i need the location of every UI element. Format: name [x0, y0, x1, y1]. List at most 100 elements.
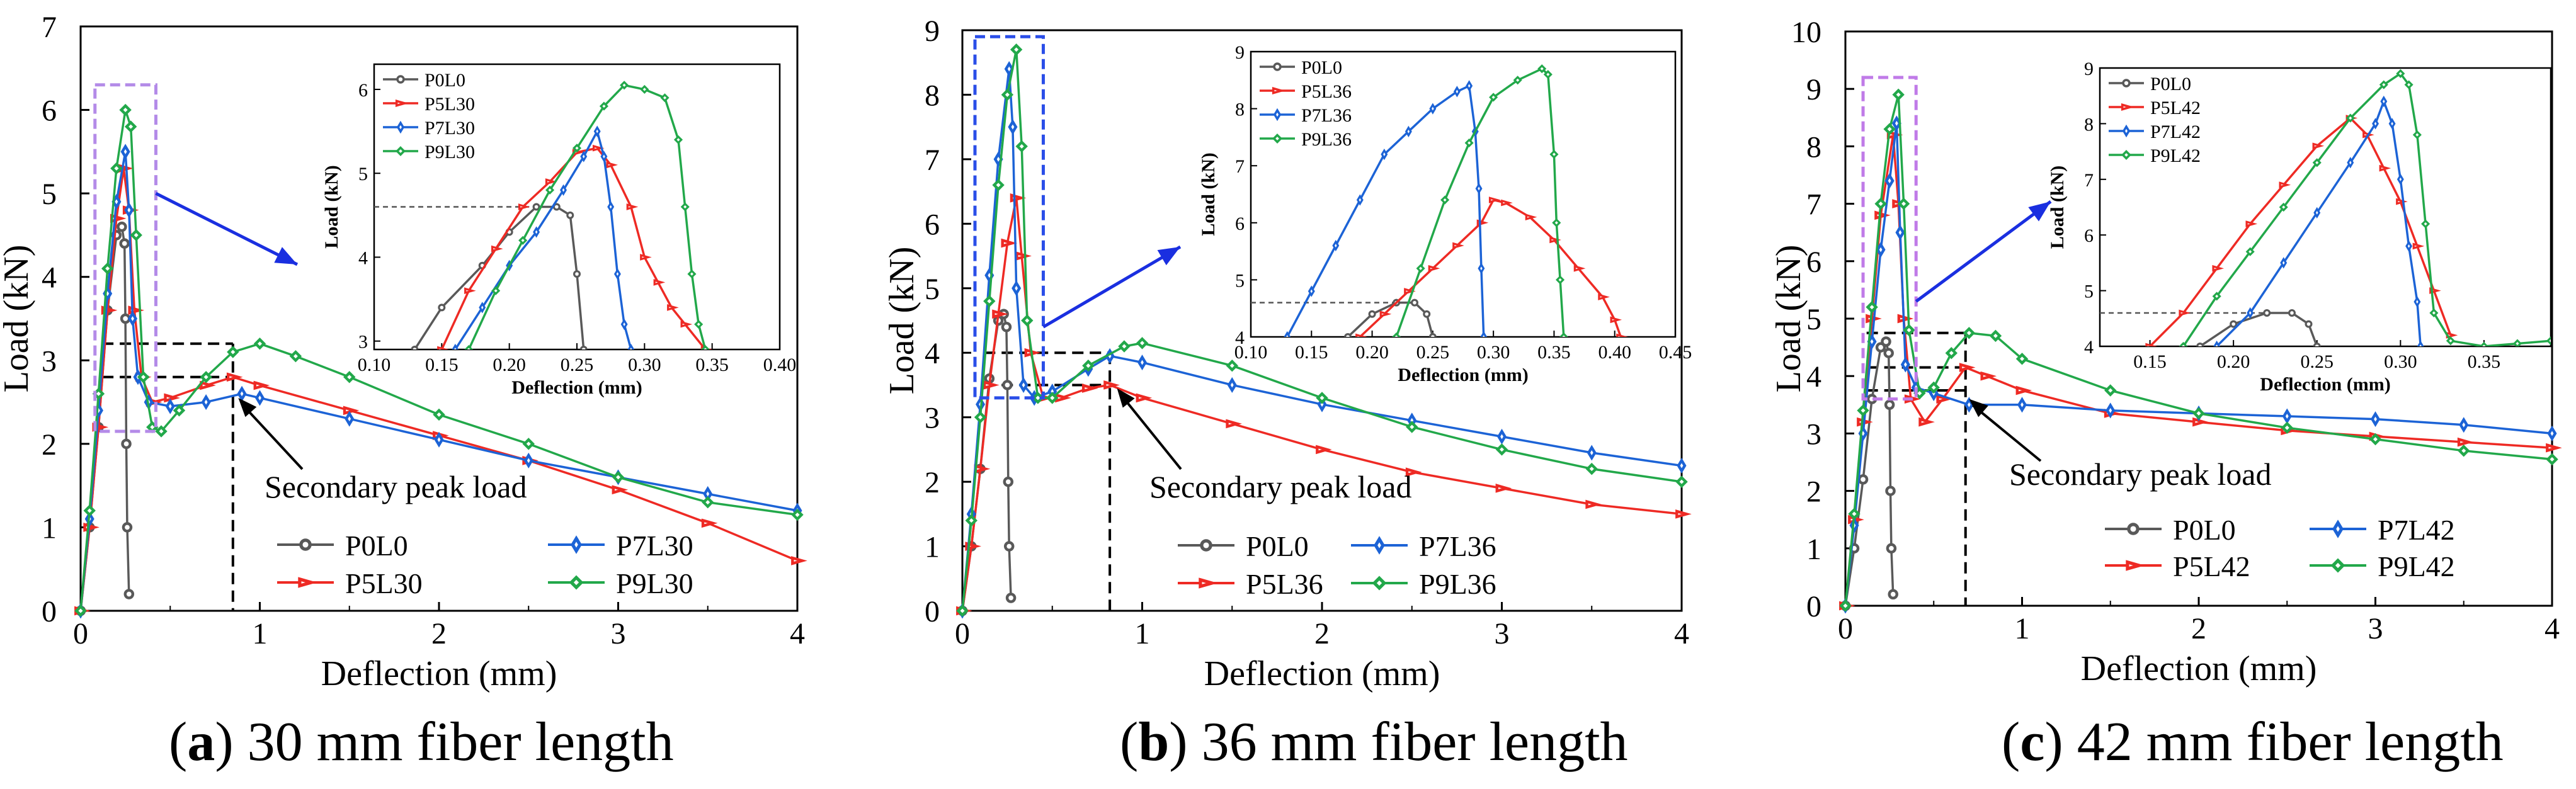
inset-b-line-P9L36: [1395, 67, 1565, 337]
y-axis-label-b: Load (kN): [882, 247, 921, 395]
legend-marker-b-P0L0: [1200, 539, 1212, 552]
inset-b-point-P0L0-4: [1423, 310, 1431, 318]
main-a-point-P5L30-7: [128, 305, 145, 315]
annotation-arrow-c: [1972, 404, 2042, 462]
inset-x-tick-label-a-3: 0.25: [561, 355, 594, 375]
main-b-point-P5L36-14: [1226, 419, 1242, 429]
y-tick-label-a-5: 5: [42, 178, 57, 211]
main-c-line-P0L0: [1844, 340, 1895, 606]
x-tick-label-c-3: 3: [2368, 612, 2383, 645]
main-b-point-P5L36-4: [992, 309, 1008, 319]
x-tick-label-b-0: 0: [955, 617, 970, 650]
main-c-point-P7L42-16: [2370, 411, 2381, 428]
inset-legend-marker-a-P0L0: [396, 75, 405, 84]
legend-label-a-P0L0: P0L0: [345, 530, 408, 562]
main-c-point-P7L42-7: [1895, 224, 1905, 241]
main-b-point-P5L36-17: [1495, 484, 1512, 493]
inset-legend-label-b-P7L36: P7L36: [1301, 105, 1352, 126]
main-a-point-P9L30-1: [83, 504, 96, 517]
inset-c-point-P7L42-9: [2405, 240, 2413, 252]
inset-y-label-b: Load (kN): [1198, 152, 1219, 236]
inset-b-point-P9L36-2: [1440, 195, 1450, 205]
inset-y-tick-label-a-3: 6: [358, 80, 368, 101]
legend-label-c-P7L42: P7L42: [2378, 514, 2455, 546]
inset-a-point-P9L30-13: [700, 344, 710, 349]
y-axis-label-a: Load (kN): [0, 245, 36, 393]
main-a-point-P9L30-14: [253, 338, 266, 350]
x-tick-label-b-1: 1: [1135, 617, 1150, 650]
inset-c-point-P9L42-13: [2479, 341, 2488, 346]
zoom-box-b: [973, 35, 1045, 400]
y-tick-label-b-9: 9: [925, 14, 940, 48]
legend-label-c-P9L42: P9L42: [2378, 550, 2455, 582]
main-b-point-P9L36-4: [992, 179, 1005, 191]
inset-b-point-P7L36-10: [1475, 183, 1483, 195]
x-tick-label-c-2: 2: [2191, 612, 2206, 645]
inset-y-label-a: Load (kN): [321, 165, 342, 249]
inset-b-point-P9L36-9: [1552, 218, 1561, 227]
y-tick-label-c-8: 8: [1806, 130, 1821, 164]
inset-c-point-P9L42-11: [2429, 308, 2439, 318]
inset-c-point-P5L42-2: [2212, 264, 2225, 272]
caption-a: (a) 30 mm fiber length: [169, 712, 674, 773]
inset-x-tick-label-c-4: 0.35: [2468, 351, 2501, 372]
inset-legend-label-b-P0L0: P0L0: [1301, 57, 1342, 78]
main-b-point-P9L36-14: [1226, 359, 1238, 372]
inset-c-point-P9L42-1: [2212, 292, 2221, 301]
main-b-point-P5L36-13: [1136, 393, 1153, 403]
inset-a-point-P0L0-6: [566, 211, 574, 219]
annotation-text-a: Secondary peak load: [265, 469, 527, 504]
inset-legend-label-a-P9L30: P9L30: [425, 142, 475, 162]
inset-y-tick-label-b-3: 7: [1235, 156, 1245, 177]
inset-b-point-P0L0-3: [1410, 298, 1418, 307]
inset-chart-a: 0.10 0.15 0.20 0.25 0.30 0.35 0.40 3 4 5 6 Deflecti…: [321, 63, 796, 398]
inset-a-point-P5L30-3: [518, 203, 530, 210]
inset-c-point-P0L0-4: [2305, 320, 2313, 328]
main-a-point-P9L30-10: [155, 425, 168, 438]
main-a-point-P7L30-15: [434, 431, 444, 448]
main-a-point-P9L30-16: [343, 371, 356, 383]
main-a-point-P9L30-13: [227, 346, 239, 358]
main-b-point-P9L36-7: [1015, 140, 1028, 153]
inset-a-point-P9L30-10: [680, 202, 690, 212]
legend-label-b-P0L0: P0L0: [1246, 530, 1309, 562]
annotation-arrow-head-a: [238, 397, 257, 417]
y-tick-label-c-2: 2: [1806, 475, 1821, 509]
inset-x-tick-label-b-1: 0.15: [1295, 342, 1328, 363]
main-a-point-P9L30-15: [289, 349, 302, 363]
inset-a-line-P9L30: [467, 84, 707, 349]
inset-c-point-P5L42-8: [2379, 164, 2391, 172]
main-b-point-P7L36-6: [1008, 119, 1018, 135]
y-tick-label-c-0: 0: [1806, 590, 1821, 623]
main-a-point-P9L30-18: [522, 438, 535, 450]
x-axis-label-b: Deflection (mm): [1204, 654, 1440, 693]
main-b-point-P5L36-16: [1405, 467, 1422, 477]
main-b-point-P5L36-6: [1010, 193, 1027, 203]
inset-b-point-P7L36-8: [1466, 80, 1473, 92]
main-a-point-P9L30-3: [101, 262, 114, 275]
inset-legend-marker-b-P9L36: [1272, 133, 1282, 144]
inset-x-tick-label-b-6: 0.40: [1598, 342, 1631, 363]
inset-y-tick-label-a-2: 5: [358, 164, 368, 184]
inset-b-point-P0L0-5: [1428, 333, 1437, 337]
main-a-point-P9L30-12: [200, 371, 212, 383]
main-a-point-P7L30-11: [201, 394, 211, 411]
main-b-point-P7L36-13: [1137, 355, 1148, 371]
legend-label-b-P5L36: P5L36: [1246, 568, 1323, 600]
main-b-point-P9L36-17: [1495, 443, 1508, 456]
inset-a-point-P7L30-5: [580, 150, 588, 162]
zoom-box-a: [93, 83, 157, 433]
main-c-point-P7L42-18: [2547, 425, 2557, 441]
main-c-point-P7L42-13: [2106, 402, 2116, 419]
inset-y-tick-label-a-0: 3: [358, 332, 368, 353]
y-tick-label-c-5: 5: [1806, 303, 1821, 336]
inset-x-tick-label-b-7: 0.45: [1659, 342, 1692, 363]
main-a-point-P9L30-20: [702, 496, 714, 509]
main-c-point-P0L0-6: [1883, 348, 1894, 358]
main-c-point-P9L42-10: [1927, 381, 1940, 394]
legend-label-b-P7L36: P7L36: [1419, 530, 1496, 562]
main-b-point-P9L36-15: [1316, 392, 1328, 404]
inset-b-point-P9L36-6: [1537, 64, 1547, 74]
inset-y-tick-label-c-2: 6: [2084, 225, 2094, 246]
inset-b-point-P5L36-10: [1573, 264, 1586, 272]
